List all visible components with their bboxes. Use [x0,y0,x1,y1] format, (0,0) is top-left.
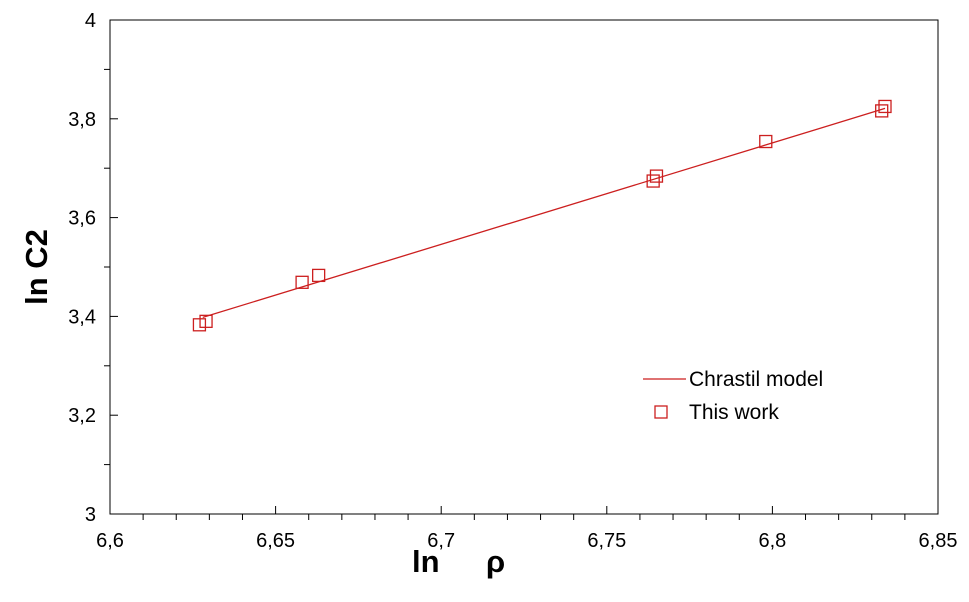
this-work-point [295,275,309,289]
y-axis-tick-labels: 3 3,2 3,4 3,6 3,8 4 [68,10,96,526]
y-tick-label: 3 [85,504,96,526]
x-tick-label: 6,75 [587,530,626,552]
y-tick-label: 4 [85,10,96,32]
this-work-point [646,174,660,188]
x-axis-title: ln ρ [412,544,505,579]
x-axis-symbol: ρ [486,544,505,579]
this-work-point [649,169,664,183]
legend-label-this-work: This work [689,401,779,424]
y-axis-label: ln C2 [19,229,54,305]
x-tick-label: 6,65 [256,530,295,552]
series-layer [192,99,892,332]
x-tick-label: 6,6 [96,530,124,552]
x-axis-ticks [109,506,939,520]
x-axis-label: ln [412,544,440,579]
this-work-point [199,314,213,328]
plot-area [109,19,939,515]
y-axis-ticks [104,19,118,515]
this-work-point [759,134,773,149]
x-tick-label: 6,85 [919,530,958,552]
y-tick-label: 3,6 [68,208,96,230]
this-work-point [875,104,889,118]
y-tick-label: 3,8 [68,109,96,131]
x-tick-label: 6,8 [758,530,786,552]
x-tick-label: 6,7 [427,530,455,552]
y-tick-label: 3,4 [68,306,96,328]
chrastil-model-line [202,107,886,319]
this-work-point [312,268,326,283]
legend-label-chrastil-model: Chrastil model [689,368,823,391]
legend-marker-square [654,405,668,419]
y-tick-label: 3,2 [68,405,96,427]
x-axis-tick-labels: 6,6 6,65 6,7 6,75 6,8 6,85 [96,530,957,552]
this-work-point [878,99,892,114]
legend: Chrastil model This work [643,368,823,424]
